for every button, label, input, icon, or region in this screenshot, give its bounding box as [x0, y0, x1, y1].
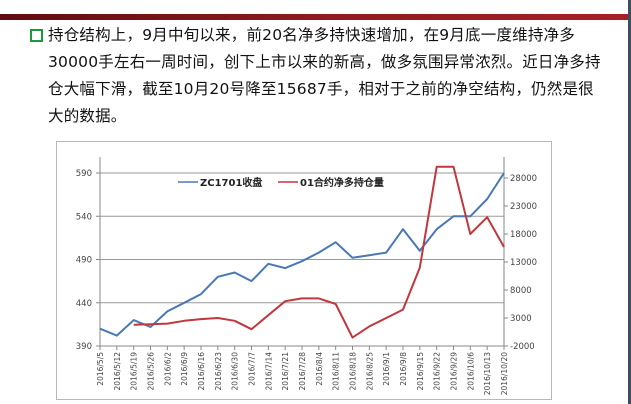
- chart-frame: 590 540 490 440 390 28000 23000 18000 13000 8000 3…: [56, 141, 552, 400]
- series-line-close-price: [99, 172, 505, 337]
- left-axis-tick-label: 490: [76, 256, 92, 266]
- left-axis-tick-label: 390: [76, 342, 92, 352]
- x-axis-tick-label: 2016/5/12: [113, 352, 122, 391]
- left-axis-tick-label: 440: [76, 299, 92, 309]
- series-line-net-long: [133, 165, 505, 339]
- right-axis-tick-label: 3000: [510, 314, 532, 324]
- x-axis-tick-label: 2016/5/19: [130, 352, 139, 391]
- right-axis-tick-label: 13000: [510, 258, 537, 268]
- x-axis-tick-label: 2016/8/18: [349, 352, 358, 391]
- left-axis-tick-label: 540: [76, 212, 92, 222]
- right-axis-tick-label: 18000: [510, 230, 537, 240]
- x-axis-tick-label: 2016/7/14: [264, 352, 273, 391]
- x-axis-tick-label: 2016/9/8: [399, 352, 408, 386]
- x-axis-tick-label: 2016/10/6: [466, 352, 475, 391]
- x-axis-tick-label: 2016/10/13: [483, 352, 492, 395]
- x-axis-tick-label: 2016/6/16: [197, 352, 206, 391]
- x-axis-tick-label: 2016/5/5: [96, 352, 105, 386]
- x-axis-tick-label: 2016/6/9: [180, 352, 189, 386]
- right-axis-tick-label: -2000: [510, 342, 535, 352]
- line-chart: 590 540 490 440 390 28000 23000 18000 13000 8000 3…: [76, 157, 537, 395]
- x-axis-tick-label: 2016/8/25: [365, 352, 374, 391]
- right-axis-tick-label: 23000: [510, 202, 537, 212]
- right-axis-tick-label: 28000: [510, 174, 537, 184]
- x-axis-tick-label: 2016/6/30: [231, 352, 240, 391]
- x-axis-tick-label: 2016/9/1: [382, 352, 391, 386]
- x-axis-tick-label: 2016/5/26: [147, 352, 156, 391]
- x-axis-tick-label: 2016/6/23: [214, 352, 223, 391]
- title-divider-bar: [0, 14, 628, 20]
- x-axis-tick-label: 2016/9/15: [416, 352, 425, 391]
- x-axis-tick-label: 2016/9/22: [433, 352, 442, 391]
- x-axis-tick-label: 2016/7/7: [248, 352, 257, 386]
- bullet-square-icon: [30, 29, 43, 42]
- bullet-paragraph: 持仓结构上，9月中旬以来，前20名净多持快速增加，在9月底一度维持净多30000…: [48, 26, 601, 125]
- x-axis-tick-label: 2016/7/28: [298, 352, 307, 391]
- x-axis-tick-label: 2016/8/4: [315, 352, 324, 386]
- x-axis-tick-label: 2016/6/2: [163, 352, 172, 386]
- x-axis-tick-label: 2016/8/11: [332, 352, 341, 391]
- slide-right-edge: [628, 0, 631, 404]
- legend-label: 01合约净多持仓量: [300, 176, 384, 189]
- legend-label: ZC1701收盘: [200, 176, 262, 189]
- x-axis-tick-label: 2016/9/29: [450, 352, 459, 391]
- x-axis-tick-label: 2016/10/20: [500, 352, 509, 395]
- left-axis-tick-label: 590: [76, 169, 92, 179]
- x-axis-tick-label: 2016/7/21: [281, 352, 290, 391]
- right-axis-tick-label: 8000: [510, 286, 532, 296]
